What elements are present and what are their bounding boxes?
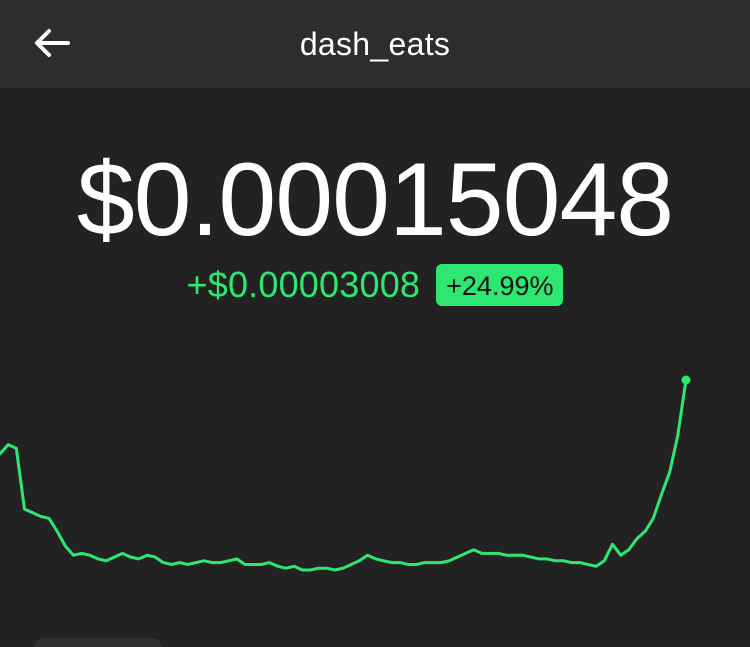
time-range-pill[interactable]: [34, 638, 162, 647]
arrow-left-icon: [33, 28, 71, 63]
price-series-line: [0, 378, 688, 572]
change-amount: +$0.00003008: [186, 264, 421, 305]
back-button[interactable]: [22, 22, 82, 68]
price-chart[interactable]: [0, 360, 750, 600]
top-bar: dash_eats: [0, 0, 750, 88]
change-percent-badge: +24.99%: [436, 264, 564, 306]
page-title: dash_eats: [299, 26, 451, 62]
current-price: $0.00015048: [76, 142, 674, 258]
latest-point-marker: [681, 375, 691, 385]
price-change-row: +$0.00003008 +24.99%: [0, 262, 750, 308]
